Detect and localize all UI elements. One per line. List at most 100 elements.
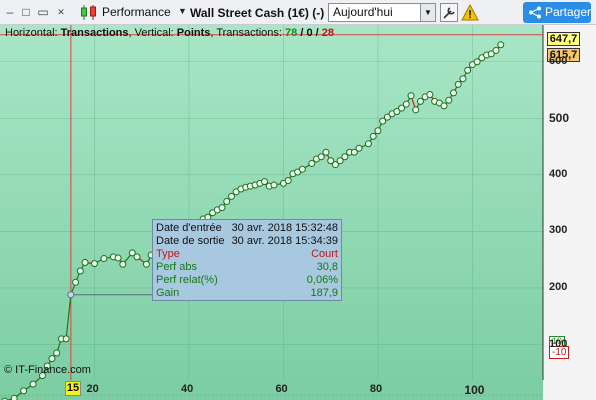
vertical-axis-value: Points [176,27,211,39]
data-point [142,260,150,268]
data-point [487,50,495,58]
data-point [119,260,127,268]
data-point [76,267,84,275]
wrench-button[interactable] [440,3,458,22]
data-point [133,253,141,261]
data-point [114,254,122,262]
data-point [492,46,500,54]
neutral-count: 0 [306,27,313,39]
period-select[interactable]: Aujourd'hui ▼ [328,3,436,22]
perf-rel-value: 0,06% [306,274,338,286]
warning-icon[interactable] [461,4,479,21]
share-icon [529,6,541,19]
square-icon[interactable]: □ [22,5,30,19]
data-point [298,165,306,173]
y-tick-label: 500 [549,111,570,126]
losing-count: 28 [321,27,334,39]
horizontal-axis-value: Transactions [60,27,129,39]
data-point [445,96,453,104]
data-point [20,387,28,395]
data-point [454,80,462,88]
data-point [364,140,372,148]
data-point [218,204,226,212]
type-value: Court [311,248,338,260]
data-point [270,181,278,189]
x-tick-label: 100 [464,383,485,397]
series-segment [65,294,72,339]
x-tick-label: 20 [86,383,99,395]
grid [0,25,543,380]
restore-icon[interactable]: ▭ [37,5,49,19]
data-point [440,102,448,110]
data-point [317,153,325,161]
data-point [350,148,358,156]
profit-zone [0,25,543,400]
data-point [53,349,61,357]
gain-value: 187,9 [310,287,338,299]
y-tick-label: 300 [549,224,568,237]
data-point [100,255,108,263]
minimize-icon[interactable]: – [6,5,14,19]
dropdown-arrow-icon[interactable]: ▼ [420,4,435,21]
minus-threshold-tag: -10 [549,346,570,359]
data-point [426,91,434,99]
x-tick-label: 40 [180,383,194,395]
data-point [416,97,424,105]
y-tick-label: 400 [549,167,568,180]
data-point [10,394,18,400]
chart-legend: Horizontal: Transactions, Vertical: Poin… [5,27,334,39]
data-point [29,380,37,388]
type-label: Type [156,248,180,260]
data-point [383,113,391,121]
winning-count: 78 [285,27,298,39]
x-tick-label: 60 [275,383,288,395]
data-point [72,278,80,286]
data-point [62,335,70,343]
share-label: Partager [545,5,592,19]
data-point [464,66,472,74]
data-point [379,117,387,125]
performance-label[interactable]: Performance [102,5,171,19]
data-point [67,291,75,299]
data-point [227,192,235,200]
data-point [261,178,269,186]
data-point [48,355,56,363]
data-point [473,58,481,66]
data-point [407,92,415,100]
data-point [459,75,467,83]
data-point [393,108,401,116]
y-tick-label: 200 [549,280,568,293]
data-point [327,157,335,165]
exit-date-label: Date de sortie [156,235,225,247]
data-point [336,157,344,165]
perf-rel-label: Perf relat(%) [156,274,218,286]
perf-abs-label: Perf abs [156,261,197,273]
data-point [308,160,316,168]
gain-label: Gain [156,287,180,299]
entry-date-label: Date d'entrée [156,222,222,234]
y-tick-label: 600 [549,54,568,67]
share-button[interactable]: Partager [523,2,591,23]
chevron-down-icon[interactable]: ▼ [178,6,187,16]
data-point [450,89,458,97]
x-tick-label: 80 [369,383,383,395]
wrench-icon [443,7,455,19]
price-tag-second: 615,7 [547,48,580,62]
data-point [374,127,382,135]
data-point [398,104,406,112]
data-point [223,197,231,205]
perf-abs-value: 30,8 [316,261,338,273]
data-point [355,144,363,152]
data-point [341,153,349,161]
entry-date-value: 30 avr. 2018 15:32:48 [231,222,338,234]
performance-chart[interactable] [0,25,596,400]
data-point [322,148,330,156]
x-crosshair-marker: 15 [65,381,81,396]
data-point [402,100,410,108]
instrument-selector[interactable]: Wall Street Cash (1€) (-) [190,6,325,20]
trade-tooltip: Date d'entrée 30 avr. 2018 15:32:48 Date … [152,219,342,301]
data-point [284,177,292,185]
data-point [43,362,51,370]
close-icon[interactable]: ✕ [57,7,65,17]
data-point [412,106,420,114]
